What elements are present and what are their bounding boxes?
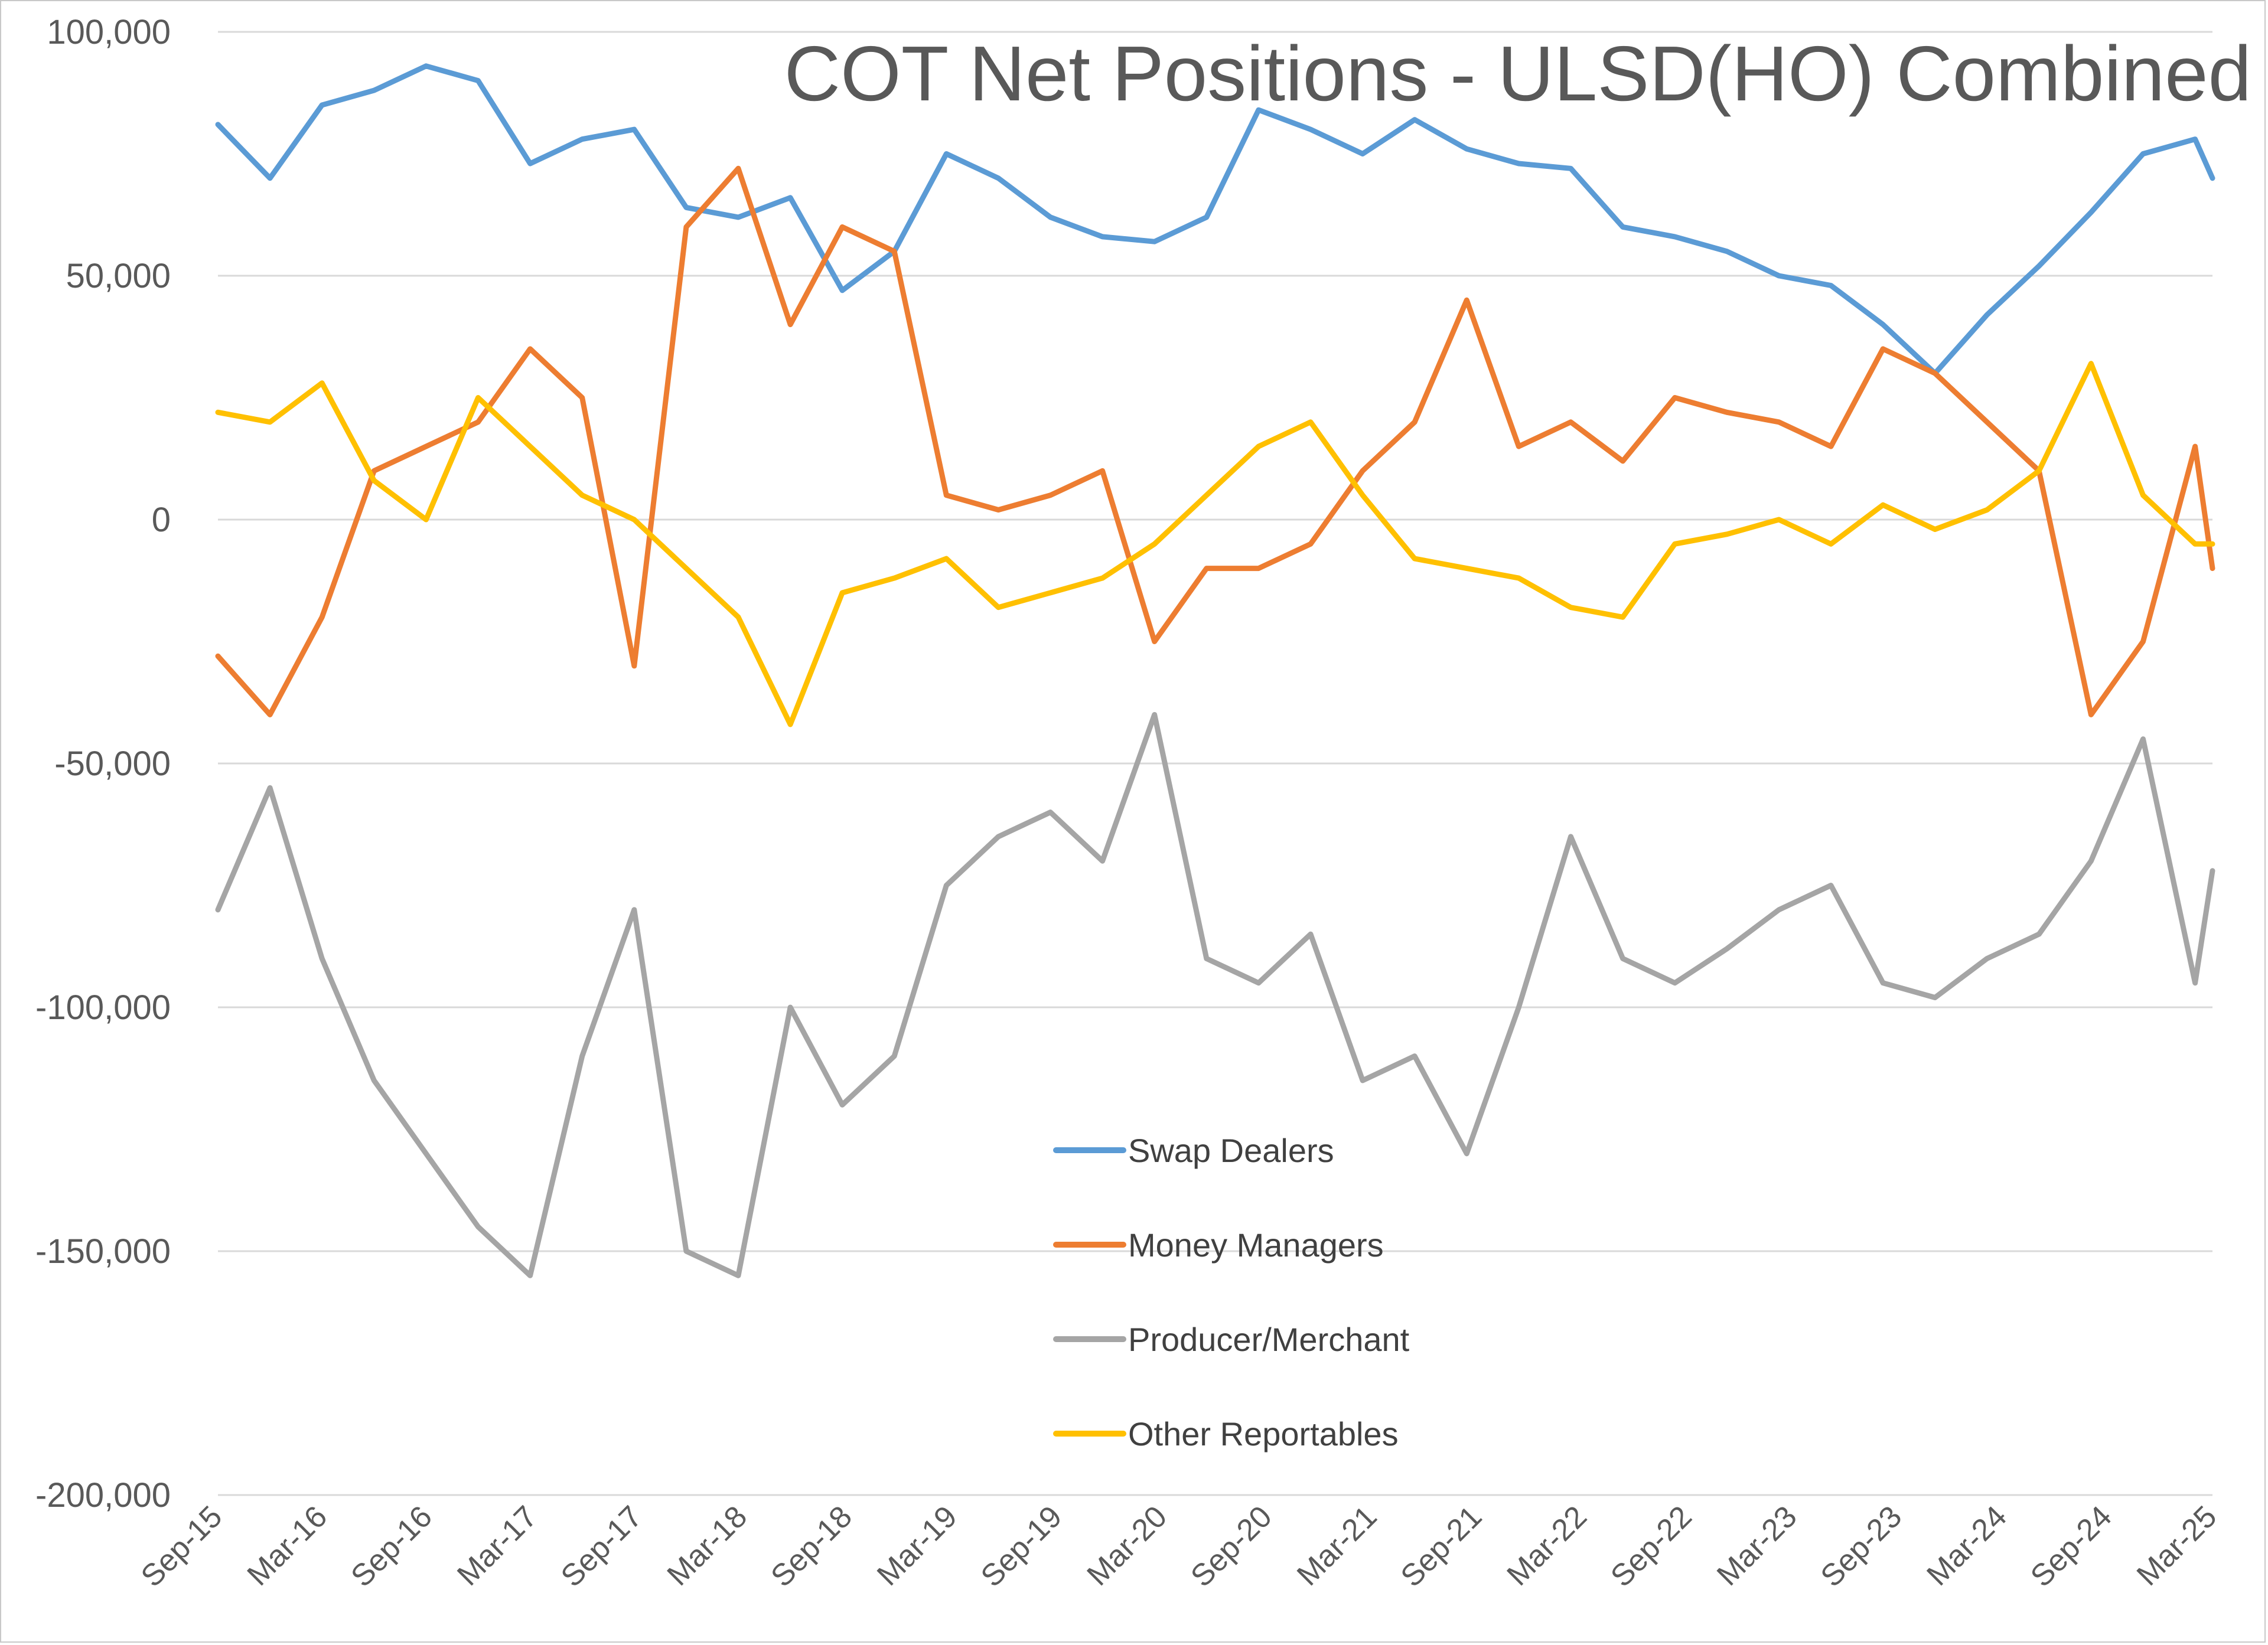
y-tick-label: 100,000 xyxy=(47,13,171,51)
x-tick-label: Sep-24 xyxy=(2024,1499,2119,1594)
y-tick-label: -50,000 xyxy=(54,745,171,783)
y-tick-label: 0 xyxy=(152,501,171,539)
x-tick-label: Sep-22 xyxy=(1604,1499,1699,1594)
x-tick-label: Mar-25 xyxy=(2130,1499,2223,1592)
chart-title: COT Net Positions - ULSD(HO) Combined xyxy=(784,30,2251,117)
legend-label: Money Managers xyxy=(1128,1226,1384,1264)
x-tick-label: Sep-19 xyxy=(975,1499,1069,1594)
x-tick-label: Mar-21 xyxy=(1291,1499,1383,1592)
x-tick-label: Mar-23 xyxy=(1710,1499,1803,1592)
x-tick-label: Sep-20 xyxy=(1184,1499,1279,1594)
x-tick-label: Mar-19 xyxy=(871,1499,963,1592)
y-tick-label: -150,000 xyxy=(35,1232,171,1271)
legend: Swap Dealers Money Managers Producer/Merch… xyxy=(1053,1132,1410,1453)
legend-label: Other Reportables xyxy=(1128,1415,1399,1453)
x-axis-ticks: Sep-15 Mar-16 Sep-16 Mar-17 Sep-17 Mar-18 Sep-… xyxy=(135,1499,2224,1594)
x-tick-label: Sep-21 xyxy=(1394,1499,1489,1594)
x-tick-label: Sep-16 xyxy=(344,1499,439,1594)
x-tick-label: Mar-16 xyxy=(241,1499,334,1592)
series-layer xyxy=(215,63,2215,1278)
series-line-other-reportables xyxy=(215,361,2215,727)
series-line-money-managers xyxy=(215,165,2215,717)
x-tick-label: Sep-17 xyxy=(555,1499,649,1594)
y-tick-label: -200,000 xyxy=(35,1476,171,1515)
series-line-swap-dealers xyxy=(215,63,2215,376)
x-tick-label: Sep-18 xyxy=(764,1499,859,1594)
x-tick-label: Mar-17 xyxy=(451,1499,543,1592)
x-tick-label: Mar-18 xyxy=(661,1499,754,1592)
legend-label: Swap Dealers xyxy=(1128,1132,1334,1169)
legend-label: Producer/Merchant xyxy=(1128,1321,1410,1358)
y-tick-label: 50,000 xyxy=(66,257,171,295)
x-tick-label: Mar-22 xyxy=(1501,1499,1594,1592)
x-tick-label: Mar-20 xyxy=(1081,1499,1174,1592)
x-tick-label: Sep-23 xyxy=(1814,1499,1909,1594)
y-tick-label: -100,000 xyxy=(35,988,171,1027)
grid-layer xyxy=(218,31,2212,1496)
series-line-producer-merchant xyxy=(215,711,2215,1278)
x-tick-label: Mar-24 xyxy=(1921,1499,2013,1592)
y-axis-ticks: 100,000 50,000 0 -50,000 -100,000 -150,000 -20… xyxy=(35,13,171,1515)
